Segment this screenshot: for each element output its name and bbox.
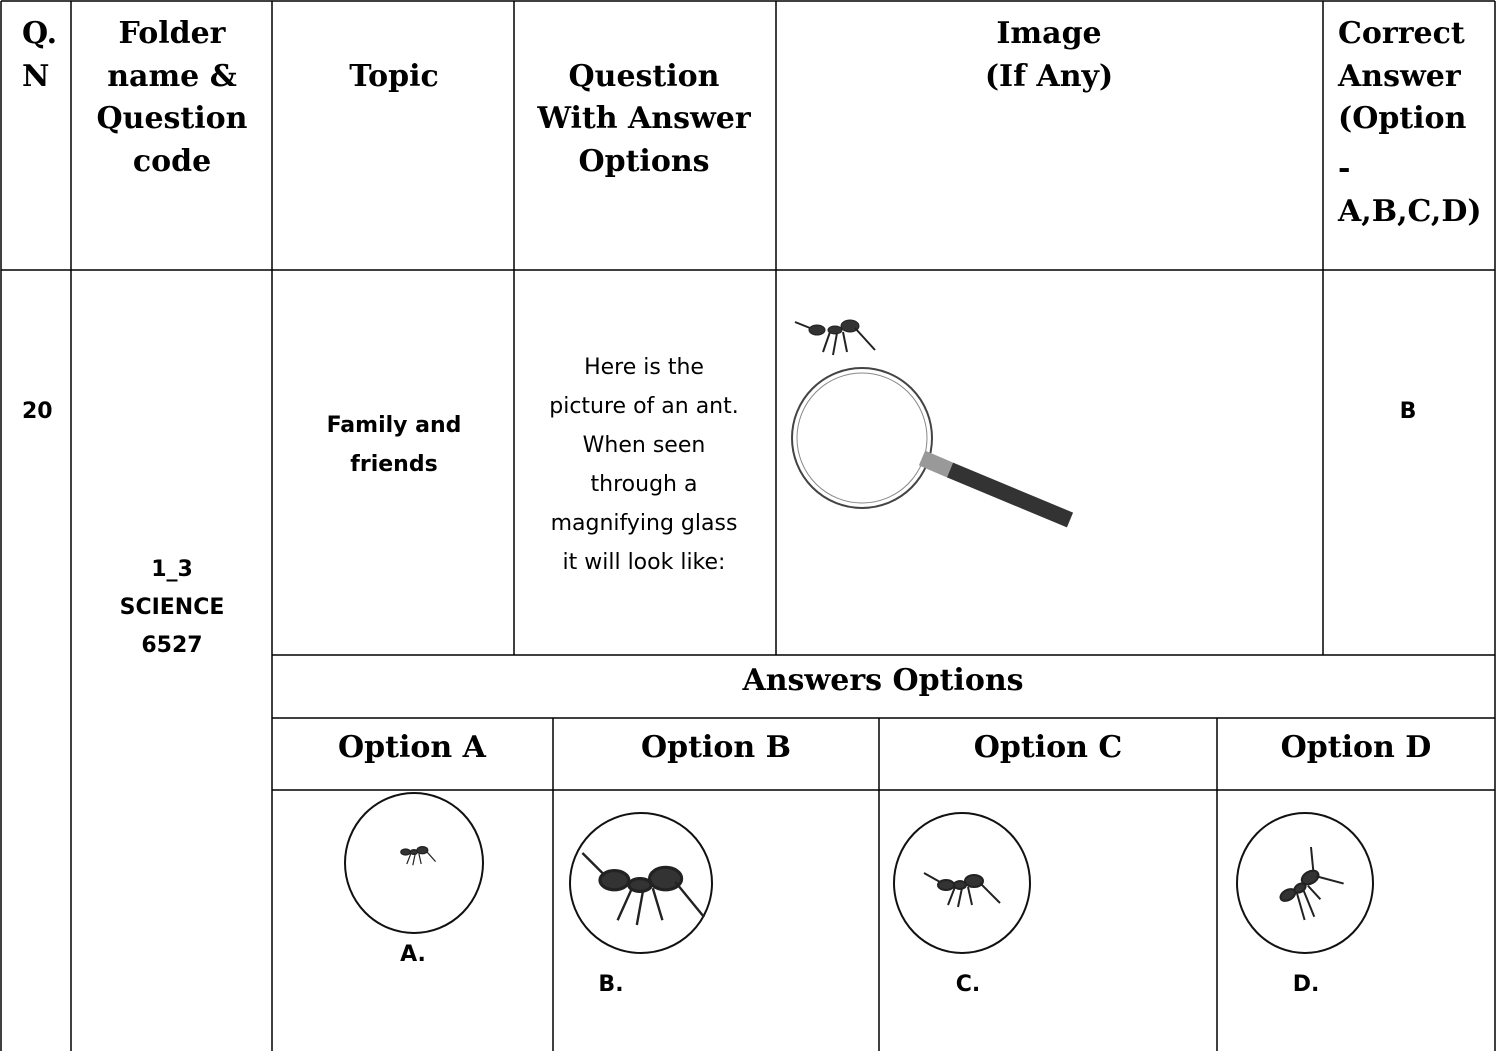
question-text: picture of an ant. — [549, 394, 739, 419]
header-text: Q. — [22, 16, 57, 51]
header-text: Options — [578, 144, 709, 179]
option-title: Option D — [1281, 730, 1432, 765]
header-text: Folder — [119, 16, 227, 51]
magnifier-image — [791, 319, 1074, 528]
topic: Family and — [327, 413, 462, 438]
header-text: code — [133, 144, 211, 179]
folder-code: SCIENCE — [120, 595, 225, 620]
question-number: 20 — [22, 399, 53, 424]
correct-answer: B — [1400, 399, 1417, 424]
option-images — [344, 792, 1374, 954]
question-text: through a — [591, 472, 698, 497]
header-text: Question — [569, 59, 720, 94]
header-text: Question — [97, 101, 248, 136]
question-text: When seen — [583, 433, 706, 458]
option-label: B. — [598, 972, 623, 997]
folder-code: 6527 — [141, 633, 202, 658]
question-text: it will look like: — [563, 550, 726, 575]
option-title: Option A — [338, 730, 487, 765]
header-text: Topic — [349, 59, 439, 94]
header-text: Image — [996, 16, 1101, 51]
option-title: Option B — [641, 730, 791, 765]
texts: Q. N Folder name & Question code Topic Question… — [22, 16, 1482, 997]
answers-title: Answers Options — [741, 663, 1023, 698]
header-text: A,B,C,D) — [1337, 194, 1482, 229]
folder-code: 1_3 — [151, 557, 193, 582]
header-text: With Answer — [536, 101, 752, 136]
option-label: A. — [400, 942, 426, 967]
header-text: Answer — [1337, 59, 1462, 94]
topic: friends — [350, 452, 437, 477]
header-text: Correct — [1338, 16, 1465, 51]
option-label: D. — [1293, 972, 1320, 997]
option-title: Option C — [974, 730, 1123, 765]
question-text: magnifying glass — [551, 511, 738, 536]
header-text: (If Any) — [985, 59, 1113, 94]
option-label: C. — [956, 972, 981, 997]
header-text: name & — [107, 59, 237, 94]
question-text: Here is the — [584, 355, 704, 380]
header-text: - — [1338, 151, 1350, 186]
header-text: (Option — [1338, 101, 1467, 136]
header-text: N — [22, 59, 49, 94]
